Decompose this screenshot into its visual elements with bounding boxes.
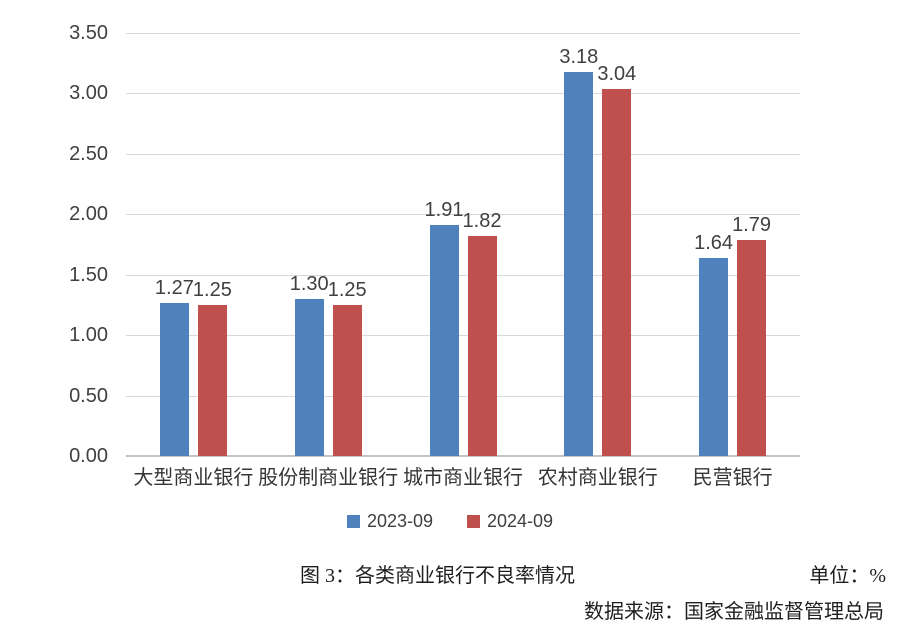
y-axis-tick-label: 2.00 [69,203,108,226]
gridline [126,214,800,216]
legend-item-2024-09: 2024-09 [467,512,553,530]
x-axis-label: 城市商业银行 [403,467,523,489]
value-label: 1.25 [192,278,232,301]
x-axis-label: 农村商业银行 [537,467,658,489]
value-label: 1.82 [462,210,502,233]
value-label: 1.27 [154,276,194,299]
y-axis-tick-label: 0.50 [69,384,108,407]
y-axis-tick-label: 2.50 [69,142,108,165]
y-axis-tick-label: 3.50 [69,22,108,44]
figure-caption: 图 3：各类商业银行不良率情况 [300,565,575,587]
y-axis-tick-label: 0.00 [69,445,108,467]
value-label: 1.79 [732,213,772,236]
bar-chart: 0.00 0.50 1.00 1.50 2.00 2.50 3.00 3.50 1.27 1.25… [69,22,800,489]
bar-2024-09 [467,236,497,456]
bar-2024-09 [332,304,362,456]
legend-label: 2024-09 [487,511,554,531]
unit-label: 单位：% [809,565,886,587]
value-label: 3.18 [559,45,599,68]
y-axis-tick-label: 1.50 [69,263,108,286]
chart-legend: 2023-09 2024-09 [0,512,900,530]
legend-swatch-icon [467,514,480,528]
legend-item-2023-09: 2023-09 [346,511,433,531]
gridline [126,153,800,155]
value-label: 1.25 [327,278,367,301]
value-label: 1.91 [424,199,464,222]
data-source-label: 数据来源：国家金融监督管理总局 [584,601,884,623]
caption-row: 图 3：各类商业银行不良率情况 单位：% [0,562,900,590]
legend-label: 2023-09 [366,511,433,531]
bar-2023-09 [564,71,594,456]
gridline [126,335,800,337]
gridline [126,33,800,34]
bar-2024-09 [737,239,767,456]
bar-2023-09 [294,298,324,456]
source-row: 数据来源：国家金融监督管理总局 [0,598,900,626]
bar-2023-09 [429,225,459,456]
x-axis-label: 股份制商业银行 [258,467,399,489]
gridline [126,93,800,95]
legend-swatch-icon [346,514,360,528]
y-axis-tick-label: 1.00 [69,324,108,347]
x-axis-label: 民营银行 [692,467,773,489]
bar-2023-09 [159,302,189,456]
bar-2024-09 [197,304,227,456]
gridline [126,395,800,397]
value-label: 1.30 [289,272,329,295]
value-label: 1.64 [694,231,734,254]
x-axis-line [126,455,800,457]
bar-2024-09 [602,88,632,456]
bar-2023-09 [699,257,729,456]
y-axis-tick-label: 3.00 [69,82,108,105]
value-label: 3.04 [597,62,637,85]
x-axis-label: 大型商业银行 [133,467,254,489]
gridline [126,274,800,276]
